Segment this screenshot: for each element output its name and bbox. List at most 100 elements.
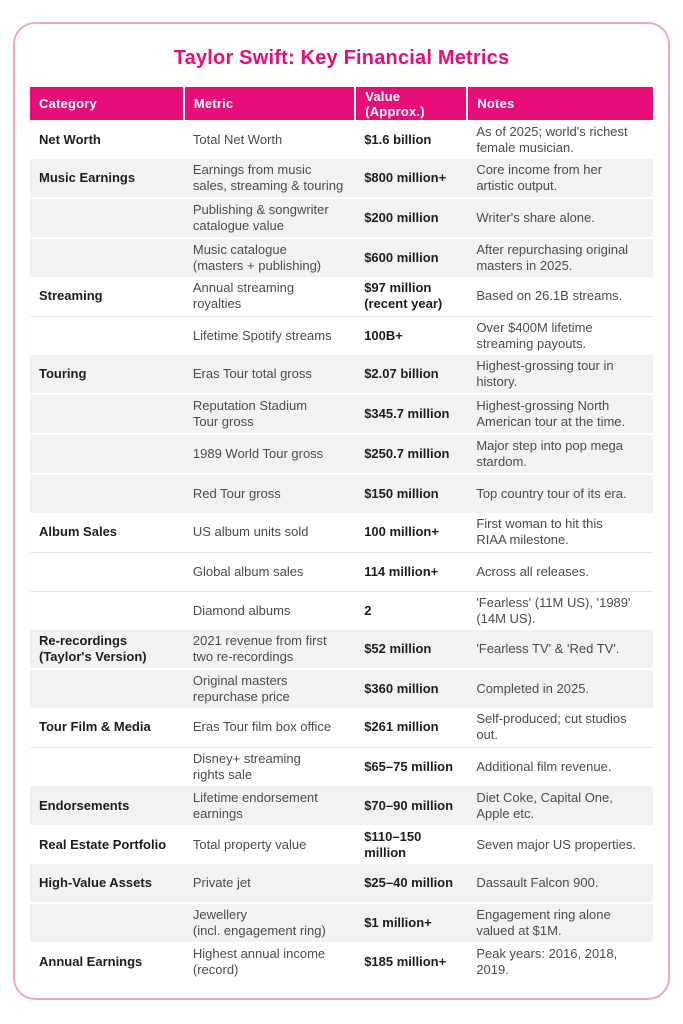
cell-category	[30, 473, 184, 513]
table-row: Tour Film & Media Eras Tour film box off…	[30, 708, 653, 747]
table-row: Endorsements Lifetime endorsement earnin…	[30, 786, 653, 825]
table-row: Real Estate Portfolio Total property val…	[30, 825, 653, 864]
column-header-value: Value (Approx.)	[355, 87, 469, 120]
cell-category	[30, 902, 184, 942]
table-row: Diamond albums 2 'Fearless' (11M US), '1…	[30, 590, 653, 630]
infographic-card: Taylor Swift: Key Financial Metrics Cate…	[13, 22, 670, 1000]
table-row: 1989 World Tour gross $250.7 million Maj…	[30, 433, 653, 474]
cell-value: $97 million (recent year)	[364, 280, 443, 312]
cell-notes: Based on 26.1B streams.	[476, 288, 623, 304]
cell-value: $150 million	[355, 473, 468, 513]
cell-notes: Writer's share alone.	[467, 197, 653, 238]
column-header-category: Category	[30, 87, 185, 120]
cell-value: $1.6 billion	[364, 131, 432, 147]
table-row: High-Value Assets Private jet $25–40 mil…	[30, 864, 653, 903]
cell-notes: 'Fearless' (11M US), '1989' (14M US).	[467, 590, 653, 630]
cell-notes: Core income from her artistic output.	[467, 159, 653, 198]
cell-metric: Earnings from music sales, streaming & t…	[183, 159, 356, 198]
table-row: Reputation Stadium Tour gross $345.7 mil…	[30, 393, 653, 434]
cell-value: $110–150 million	[364, 828, 422, 860]
cell-category: Annual Earnings	[39, 953, 143, 969]
cell-category	[30, 746, 184, 786]
cell-metric: 1989 World Tour gross	[183, 433, 356, 474]
cell-metric: US album units sold	[192, 524, 309, 540]
cell-value: $600 million	[355, 237, 468, 277]
cell-notes: Completed in 2025.	[467, 668, 653, 708]
cell-value: 100 million+	[364, 524, 439, 540]
cell-category: Streaming	[39, 288, 103, 304]
table-row: Annual Earnings Highest annual income (r…	[30, 942, 653, 981]
cell-notes: First woman to hit this RIAA milestone.	[476, 516, 603, 548]
cell-metric: Publishing & songwriter catalogue value	[183, 197, 356, 238]
cell-category	[30, 668, 184, 708]
cell-value: $360 million	[355, 668, 468, 708]
cell-value: $261 million	[364, 719, 439, 735]
cell-metric: Highest annual income (record)	[192, 945, 326, 977]
cell-metric: Annual streaming royalties	[192, 280, 295, 312]
cell-metric: Music catalogue (masters + publishing)	[183, 237, 356, 277]
cell-category	[30, 393, 184, 434]
cell-metric: Red Tour gross	[183, 473, 356, 513]
table-row: Disney+ streaming rights sale $65–75 mil…	[30, 746, 653, 786]
cell-value: $800 million+	[355, 159, 468, 198]
header-row: Category Metric Value (Approx.) Notes	[30, 87, 653, 120]
cell-value: $1 million+	[355, 902, 468, 942]
cell-notes: Additional film revenue.	[467, 746, 653, 786]
cell-value: $250.7 million	[355, 433, 468, 474]
cell-metric: Original masters repurchase price	[183, 668, 356, 708]
cell-notes: Highest-grossing North American tour at …	[467, 393, 653, 434]
cell-category	[30, 433, 184, 474]
cell-notes: As of 2025; world's richest female music…	[476, 123, 628, 155]
cell-value: 114 million+	[355, 551, 468, 591]
cell-value: $52 million	[355, 630, 468, 669]
cell-metric: Disney+ streaming rights sale	[183, 746, 356, 786]
table-row: Music Earnings Earnings from music sales…	[30, 159, 653, 198]
cell-notes: Diet Coke, Capital One, Apple etc.	[467, 786, 653, 825]
cell-notes: Top country tour of its era.	[467, 473, 653, 513]
table-row: Lifetime Spotify streams 100B+ Over $400…	[30, 315, 653, 355]
cell-category: Music Earnings	[30, 159, 184, 198]
cell-notes: Over $400M lifetime streaming payouts.	[467, 315, 653, 355]
cell-notes: Seven major US properties.	[476, 836, 636, 852]
cell-value: $2.07 billion	[355, 355, 468, 394]
cell-value: $65–75 million	[355, 746, 468, 786]
cell-category	[30, 197, 184, 238]
cell-notes: Peak years: 2016, 2018, 2019.	[476, 945, 618, 977]
table-row: Global album sales 114 million+ Across a…	[30, 551, 653, 591]
cell-value: 2	[355, 590, 468, 630]
cell-notes: Engagement ring alone valued at $1M.	[467, 902, 653, 942]
cell-category	[30, 590, 184, 630]
table-row: Publishing & songwriter catalogue value …	[30, 197, 653, 238]
table-row: Red Tour gross $150 million Top country …	[30, 473, 653, 513]
cell-notes: Highest-grossing tour in history.	[467, 355, 653, 394]
table-row: Music catalogue (masters + publishing) $…	[30, 237, 653, 277]
cell-category	[30, 315, 184, 355]
cell-metric: 2021 revenue from first two re-recording…	[183, 630, 356, 669]
cell-value: $70–90 million	[355, 786, 468, 825]
table-body: Net Worth Total Net Worth $1.6 billion A…	[30, 120, 653, 981]
table-row: Touring Eras Tour total gross $2.07 bill…	[30, 355, 653, 394]
cell-metric: Lifetime endorsement earnings	[183, 786, 356, 825]
cell-category: Album Sales	[39, 524, 118, 540]
cell-category: Endorsements	[30, 786, 184, 825]
cell-category	[30, 551, 184, 591]
financial-metrics-table: Category Metric Value (Approx.) Notes Ne…	[30, 87, 653, 981]
column-header-notes: Notes	[467, 87, 653, 120]
table-container: Category Metric Value (Approx.) Notes Ne…	[30, 87, 653, 981]
cell-value: $345.7 million	[355, 393, 468, 434]
cell-metric: Eras Tour film box office	[192, 719, 332, 735]
cell-metric: Reputation Stadium Tour gross	[183, 393, 356, 434]
column-header-metric: Metric	[183, 87, 357, 120]
cell-metric: Private jet	[183, 864, 356, 903]
cell-category: Re-recordings (Taylor's Version)	[30, 630, 184, 669]
cell-value: $25–40 million	[355, 864, 468, 903]
cell-category: Touring	[30, 355, 184, 394]
cell-notes: Self-produced; cut studios out.	[476, 711, 627, 743]
cell-metric: Diamond albums	[183, 590, 356, 630]
cell-notes: Across all releases.	[467, 551, 653, 591]
table-row: Net Worth Total Net Worth $1.6 billion A…	[30, 120, 653, 159]
cell-metric: Global album sales	[183, 551, 356, 591]
cell-value: $185 million+	[364, 953, 447, 969]
table-row: Jewellery (incl. engagement ring) $1 mil…	[30, 902, 653, 942]
cell-category: High-Value Assets	[30, 864, 184, 903]
